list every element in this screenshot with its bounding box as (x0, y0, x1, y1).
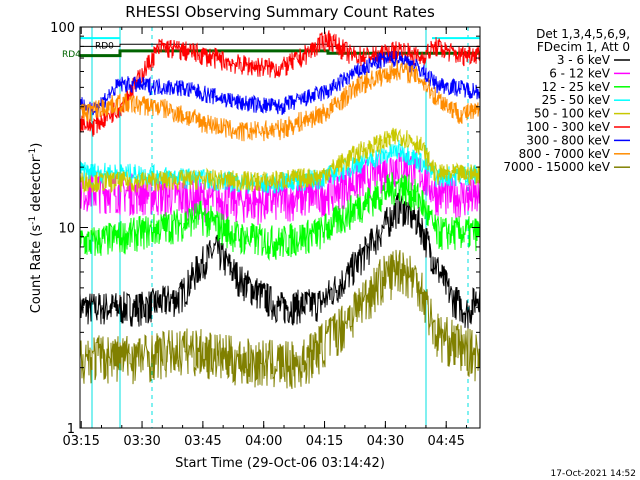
series-line (80, 249, 480, 389)
x-tick-label: 04:15 (306, 434, 343, 449)
legend-label: 7000 - 15000 keV (503, 160, 610, 174)
legend: Det 1,3,4,5,6,9, FDecim 1, Att 0 3 - 6 k… (503, 27, 630, 174)
legend-header-line-2: FDecim 1, Att 0 (537, 40, 630, 54)
y-axis-label-main: Count Rate (s (29, 225, 44, 314)
x-tick-label: 04:00 (245, 434, 282, 449)
generated-timestamp: 17-Oct-2021 14:52 (551, 469, 636, 479)
x-tick-label: 03:45 (184, 434, 221, 449)
legend-label: 6 - 12 keV (549, 66, 611, 80)
y-tick-label: 10 (58, 222, 75, 237)
legend-label: 300 - 800 keV (526, 133, 610, 147)
x-tick-label: 04:45 (427, 434, 464, 449)
flag-label-rd0: RD0 (95, 41, 114, 51)
series-line (80, 60, 480, 142)
x-tick-label: 03:30 (123, 434, 160, 449)
y-axis-label-unit: detector (29, 156, 44, 216)
series-line (80, 30, 480, 137)
legend-label: 3 - 6 keV (557, 53, 611, 67)
legend-label: 800 - 7000 keV (519, 147, 611, 161)
y-axis-label-superscript: -1 (28, 216, 38, 225)
flag-label-rd4: RD4 (62, 50, 81, 60)
y-axis-label-superscript-2: -1 (28, 148, 38, 157)
flag-line-rd0 (80, 43, 480, 47)
y-tick-label: 1 (67, 422, 75, 437)
x-tick-label: 04:30 (367, 434, 404, 449)
series-line (80, 172, 480, 262)
series-line (80, 127, 480, 194)
y-axis-label-close: ) (29, 143, 44, 148)
series-line (80, 189, 480, 329)
legend-header-line-1: Det 1,3,4,5,6,9, (536, 27, 630, 41)
chart-title: RHESSI Observing Summary Count Rates (125, 3, 435, 21)
legend-label: 12 - 25 keV (542, 80, 611, 94)
legend-label: 100 - 300 keV (526, 120, 610, 134)
axes: 03:15 03:30 03:45 04:00 04:15 04:30 04:45 1 10 10… (50, 21, 481, 449)
y-axis-label: Count Rate (s-1 detector-1) (28, 143, 44, 314)
plot-area: RD0 RD4 (62, 27, 480, 428)
legend-label: 25 - 50 keV (542, 93, 611, 107)
x-axis-label: Start Time (29-Oct-06 03:14:42) (175, 456, 385, 471)
x-tick-label: 03:15 (62, 434, 99, 449)
legend-label: 50 - 100 keV (534, 107, 611, 121)
y-tick-label: 100 (50, 21, 75, 36)
